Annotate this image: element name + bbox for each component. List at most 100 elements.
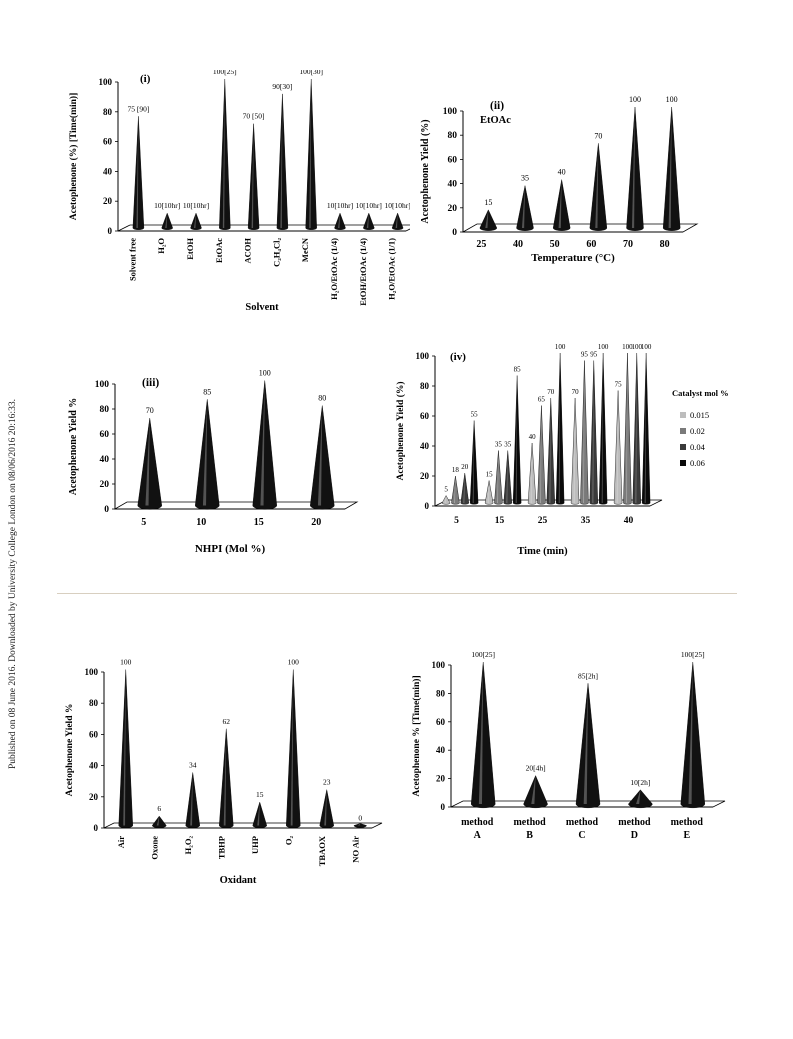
section-divider — [57, 593, 737, 594]
x-tick-label: H₂O — [156, 238, 166, 254]
data-label: 20[4h] — [526, 764, 546, 773]
cone-bar-body — [132, 116, 145, 230]
data-label: 5 — [444, 486, 448, 494]
cone-bar-body — [195, 399, 220, 510]
y-tick-label: 60 — [103, 137, 113, 147]
y-tick-label: 80 — [436, 688, 446, 698]
cone-bar — [527, 442, 537, 505]
cone-bar-body — [626, 106, 644, 231]
y-axis-title: Acetophenone Yield % — [68, 398, 79, 496]
x-tick-label: H₂O/EtOAc (1/4) — [329, 238, 339, 300]
x-tick-label: 20 — [311, 517, 321, 528]
data-label: 100 — [632, 343, 643, 351]
cone-bar — [537, 405, 546, 505]
y-tick-label: 100 — [432, 660, 446, 670]
cone-bar-body — [570, 397, 580, 505]
cone-bar — [589, 143, 608, 231]
data-label: 70 — [547, 388, 555, 396]
data-label: 62 — [223, 717, 231, 726]
cone-bar-body — [613, 390, 623, 505]
cone-bar-shine — [635, 353, 637, 503]
cone-bar — [190, 212, 202, 230]
cone-bar-body — [451, 475, 460, 505]
cone-bar-shine — [136, 116, 139, 228]
cone-bar-shine — [444, 495, 447, 503]
data-label: 15 — [486, 471, 494, 479]
cone-bar-body — [305, 78, 317, 230]
cone-bar — [570, 397, 580, 505]
x-axis-title: Oxidant — [220, 875, 257, 886]
legend-swatch — [680, 412, 686, 418]
cone-bar-body — [575, 683, 601, 809]
cone-bar-body — [555, 352, 565, 505]
y-tick-label: 80 — [89, 698, 99, 708]
y-tick-label: 20 — [436, 774, 446, 784]
data-label: 18 — [452, 466, 460, 474]
cone-bar-body — [353, 823, 367, 828]
x-tick-label: A — [474, 830, 482, 841]
cone-bar-body — [137, 417, 162, 510]
y-tick-label: 0 — [441, 802, 446, 812]
cone-bar — [363, 212, 375, 230]
cone-bar-shine — [357, 823, 361, 826]
cone-bar-body — [252, 801, 267, 828]
cone-bar — [185, 772, 200, 828]
panel-tag: (iv) — [450, 351, 466, 363]
x-tick-label: method — [461, 817, 494, 828]
y-tick-label: 20 — [100, 480, 110, 490]
cone-bar-shine — [251, 123, 254, 228]
cone-bar-body — [190, 212, 202, 230]
data-label: 10[10hr] — [327, 201, 353, 210]
cone-bar-shine — [558, 353, 561, 503]
y-tick-label: 100 — [443, 107, 458, 117]
x-tick-label: UHP — [250, 836, 260, 854]
cone-bar-body — [470, 661, 496, 809]
y-tick-label: 40 — [436, 745, 446, 755]
cone-bar-shine — [515, 375, 518, 503]
x-tick-label: 35 — [581, 516, 591, 526]
data-label: 80 — [318, 394, 326, 403]
cone-bar-shine — [194, 213, 196, 228]
x-tick-label: TBAOX — [317, 835, 327, 866]
x-tick-label: MeCN — [300, 237, 310, 262]
side-note: Published on 08 June 2016. Downloaded by… — [8, 399, 18, 769]
x-tick-label: Air — [116, 836, 126, 849]
chart-solvent: 0 20 40 60 80 100 Acetophenone (%) [Time(min)]… — [68, 70, 410, 313]
chart-time: 0 20 40 60 80 100 Acetophenone Yield (%) 5 15 40 7… — [395, 343, 729, 557]
cone-bar-shine — [592, 360, 594, 503]
cone-bar-body — [516, 185, 534, 231]
cone-bar-shine — [521, 185, 525, 228]
y-tick-label: 100 — [416, 351, 430, 361]
y-axis-title: Acetophenone Yield % — [65, 704, 75, 797]
cone-bar-shine — [290, 669, 294, 826]
cone-bar-shine — [366, 213, 369, 228]
cone-bar-shine — [309, 79, 312, 228]
data-label: 95 — [590, 351, 598, 359]
cone-bar — [580, 360, 589, 505]
data-label: 70 — [594, 131, 602, 140]
cone-bar-shine — [530, 443, 533, 503]
cone-bar — [680, 661, 706, 809]
chart-method: 0 20 40 60 80 100 Acetophenone % [Time(min)] 10… — [411, 650, 726, 841]
cone-bar-body — [537, 405, 546, 505]
chart-floor — [461, 223, 699, 233]
data-label: 15 — [256, 790, 264, 799]
cone-bar-body — [512, 375, 522, 505]
legend-title: Catalyst mol % — [672, 388, 729, 398]
data-label: 85 — [203, 387, 211, 396]
cone-bar-shine — [223, 728, 227, 826]
y-tick-label: 0 — [104, 505, 109, 515]
cone-bar-body — [319, 789, 334, 828]
data-label: 100 — [629, 95, 641, 104]
cone-bar — [219, 728, 234, 828]
x-tick-label: H₂O/EtOAc (1/1) — [387, 238, 397, 300]
data-label: 35 — [504, 441, 512, 449]
cone-bar — [247, 123, 260, 230]
cone-bar-shine — [257, 802, 260, 826]
side-note-text: Published on 08 June 2016. Downloaded by… — [8, 399, 18, 769]
y-tick-label: 80 — [448, 131, 458, 141]
panel-annotation: EtOAc — [480, 115, 511, 126]
cone-bar — [632, 352, 641, 505]
cone-bar — [460, 472, 469, 505]
cone-bar-body — [580, 360, 589, 505]
